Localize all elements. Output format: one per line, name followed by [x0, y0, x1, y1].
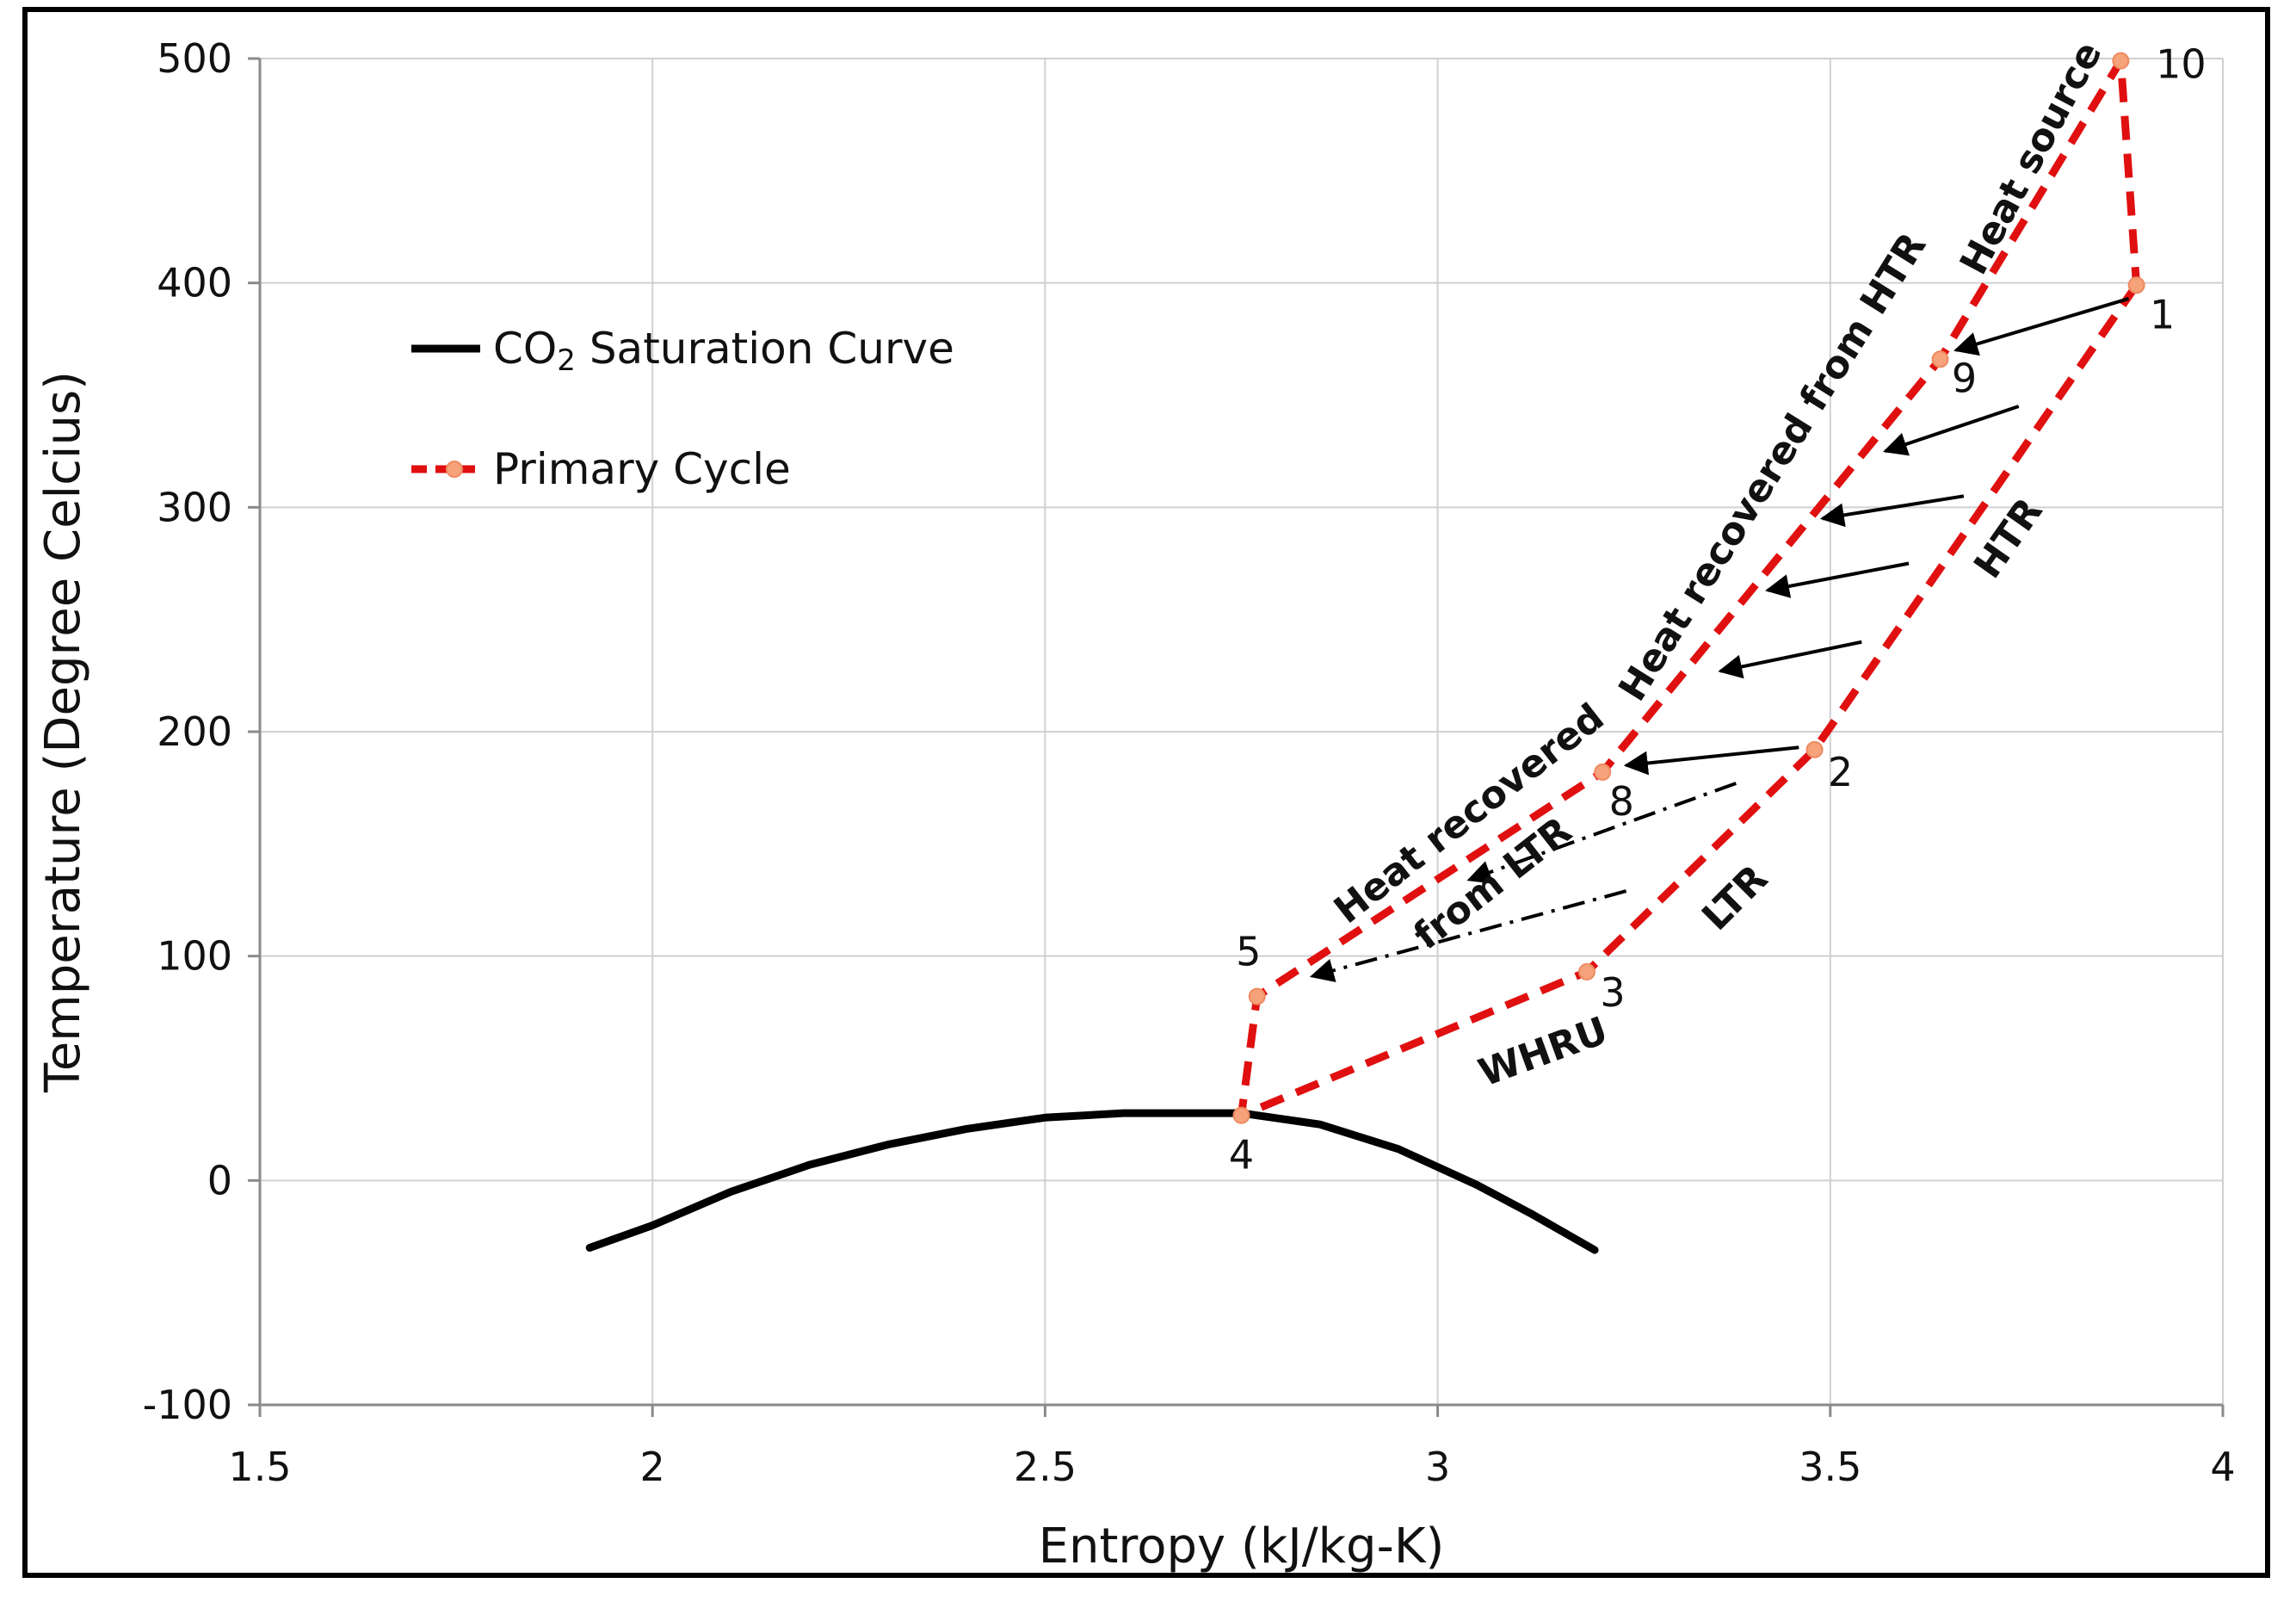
x-tick-label: 2 — [640, 1444, 665, 1490]
annotation-label: HTR — [1966, 490, 2052, 586]
legend-entry-label: Primary Cycle — [493, 444, 791, 494]
saturation-line — [585, 1109, 1599, 1254]
primary-marker — [1577, 962, 1595, 980]
legend: CO2 Saturation Curve Primary Cycle — [411, 324, 954, 494]
annotation-label: Heat recovered from HTR — [1610, 226, 1935, 709]
y-tick-label: -100 — [143, 1382, 232, 1428]
state-point-label: 1 — [2150, 291, 2175, 337]
legend-text-subscript: 2 — [557, 343, 576, 378]
primary-marker — [2112, 52, 2130, 70]
x-tick-label: 4 — [2210, 1444, 2235, 1490]
series-group — [585, 52, 2145, 1254]
state-point-label: 2 — [1828, 749, 1853, 795]
y-tick-label: 0 — [207, 1157, 232, 1203]
y-tick-label: 300 — [157, 484, 232, 530]
x-tick-label: 2.5 — [1014, 1444, 1077, 1490]
primary-marker — [1232, 1106, 1250, 1124]
axes — [248, 57, 2225, 1417]
primary-marker — [1594, 763, 1612, 781]
legend-text-rest: Saturation Curve — [576, 324, 954, 374]
state-point-labels: 1 2 3 4 5 8 9 10 — [1229, 41, 2207, 1178]
legend-marker-primary — [446, 461, 463, 478]
y-tick-label: 500 — [157, 35, 232, 82]
state-point-label: 9 — [1952, 355, 1977, 401]
heat-arrow — [1819, 494, 1965, 528]
primary-marker — [1931, 350, 1949, 368]
heat-transfer-arrows — [1309, 296, 2130, 983]
x-tick-label: 3.5 — [1799, 1444, 1861, 1490]
state-point-label: 4 — [1229, 1132, 1254, 1178]
state-point-label: 8 — [1609, 778, 1634, 825]
x-tick-label: 3 — [1425, 1444, 1450, 1490]
y-axis-title: Temperature (Degree Celcius) — [35, 371, 91, 1093]
dashdot-arrow — [1309, 889, 1627, 983]
legend-text-main: Primary Cycle — [493, 444, 791, 494]
y-tick-label: 200 — [157, 708, 232, 755]
heat-arrow — [1623, 745, 1799, 776]
x-tick-labels: 1.5 2 2.5 3 3.5 4 — [228, 1444, 2235, 1490]
primary-marker — [1805, 740, 1824, 758]
state-point-label: 10 — [2156, 41, 2207, 88]
annotation-label: LTR — [1694, 857, 1776, 939]
state-point-label: 5 — [1236, 929, 1261, 975]
x-axis-title: Entropy (kJ/kg-K) — [1039, 1518, 1445, 1574]
dashdot-arrow — [1466, 782, 1737, 884]
primary-marker — [2127, 276, 2145, 294]
figure-frame — [22, 7, 2270, 1578]
legend-entry-label: CO2 Saturation Curve — [493, 324, 954, 378]
y-tick-label: 100 — [157, 933, 232, 980]
y-tick-label: 400 — [157, 260, 232, 306]
annotation-label: WHRU — [1473, 1009, 1614, 1096]
gridlines — [259, 58, 2224, 1406]
x-tick-label: 1.5 — [228, 1444, 291, 1490]
annotation-label: Heat source — [1952, 34, 2111, 281]
y-tick-labels: -100 0 100 200 300 400 500 — [143, 35, 232, 1428]
legend-text-main: CO — [493, 324, 557, 374]
heat-arrow — [1883, 405, 2020, 456]
state-point-label: 3 — [1600, 969, 1625, 1016]
heat-arrow — [1765, 561, 1910, 598]
heat-arrow — [1953, 296, 2130, 356]
primary-marker — [1248, 987, 1266, 1005]
heat-arrow — [1718, 640, 1862, 679]
